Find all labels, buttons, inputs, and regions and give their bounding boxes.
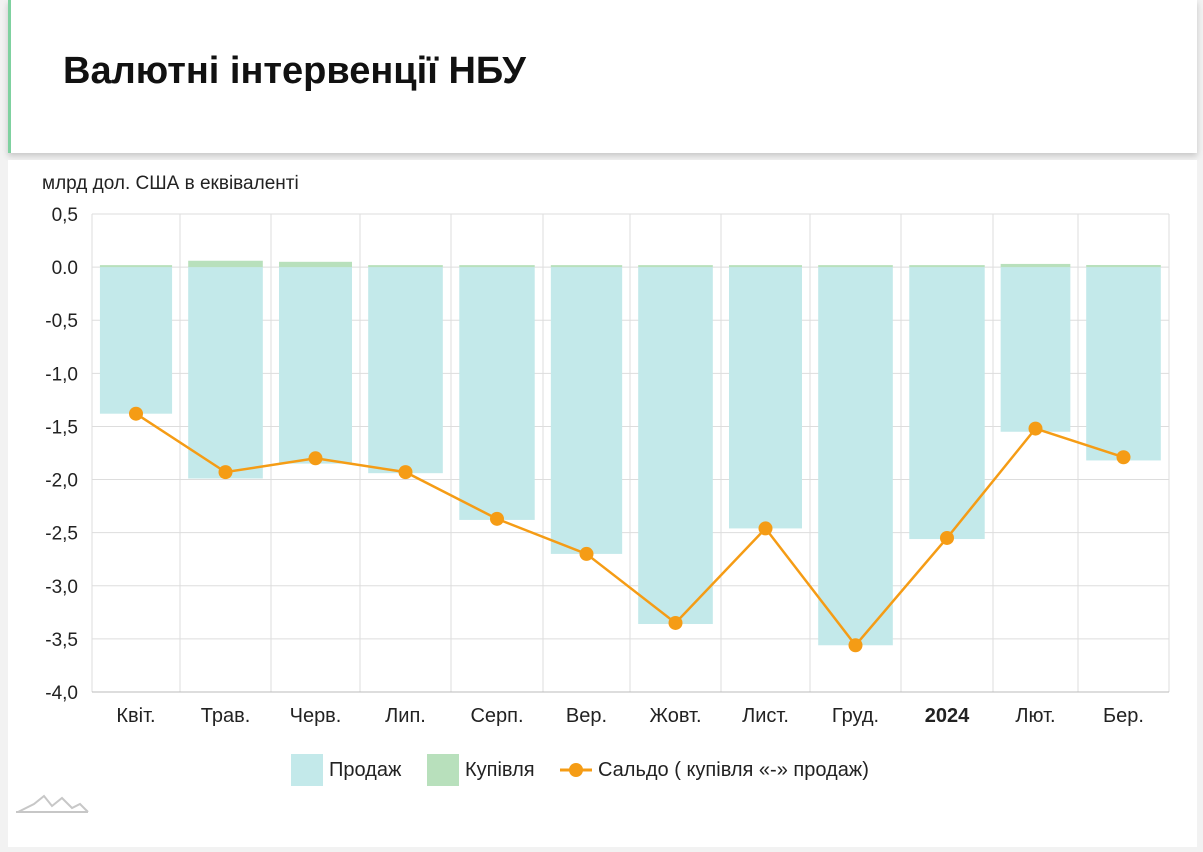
x-tick-label: Лют.	[1015, 705, 1055, 727]
sales-bar	[99, 267, 173, 414]
x-tick-label: Серп.	[470, 705, 523, 727]
balance-point	[579, 546, 594, 561]
legend: Продаж Купівля Сальдо ( купівля «-» прод…	[291, 754, 869, 786]
sales-bar	[729, 267, 802, 529]
legend-label-purchases: Купівля	[465, 759, 535, 781]
sales-bar	[1086, 267, 1161, 461]
sales-bar	[279, 267, 352, 464]
purchase-bar	[729, 265, 802, 268]
chart-svg: млрд дол. США в еквіваленті 0,5 0.0 -0,5 -1…	[16, 173, 1170, 813]
purchase-bar	[279, 261, 352, 268]
balance-point	[490, 511, 504, 526]
purchase-bars	[99, 260, 1161, 268]
chart-card: млрд дол. США в еквіваленті 0,5 0.0 -0,5 -1…	[8, 160, 1197, 847]
y-tick-label: -2,5	[45, 524, 78, 545]
brand-logo	[16, 794, 89, 813]
purchase-bar	[459, 265, 535, 268]
sales-bar	[638, 267, 713, 625]
legend-swatch-purchases	[427, 754, 459, 786]
x-tick-label: Квіт.	[116, 705, 155, 727]
sales-bar	[1000, 267, 1071, 432]
y-tick-label: -1,5	[45, 417, 78, 438]
y-tick-label: -4,0	[45, 683, 78, 704]
brand-logo-mark	[17, 794, 89, 813]
y-tick-label: 0,5	[52, 205, 78, 226]
balance-point	[940, 530, 954, 545]
balance-line	[135, 412, 1124, 648]
legend-label-sales: Продаж	[329, 759, 402, 781]
x-tick-label: Груд.	[832, 705, 879, 727]
y-tick-labels: 0,5 0.0 -0,5 -1,0 -1,5 -2,0 -2,5 -3,0 -3,5 -4,0	[45, 205, 78, 704]
y-tick-label: -0,5	[45, 311, 78, 332]
balance-point	[668, 615, 683, 630]
x-tick-label: Черв.	[290, 705, 342, 727]
purchase-bar	[1086, 264, 1161, 268]
x-tick-label: Лист.	[742, 705, 789, 727]
legend-label-balance: Сальдо ( купівля «-» продаж)	[598, 759, 869, 781]
balance-point	[1116, 450, 1131, 465]
balance-point	[308, 451, 323, 466]
page-title: Валютні інтервенції НБУ	[63, 50, 526, 92]
y-tick-label: -1,0	[45, 364, 78, 385]
balance-point	[129, 406, 143, 421]
y-tick-label: 0.0	[52, 258, 78, 279]
y-tick-label: -2,0	[45, 471, 78, 492]
purchase-bar	[368, 265, 443, 268]
legend-swatch-balance-marker	[569, 763, 583, 777]
balance-point	[218, 465, 233, 480]
sales-bar	[550, 267, 623, 554]
purchase-bar	[99, 265, 173, 268]
y-tick-label: -3,0	[45, 577, 78, 598]
purchase-bar	[909, 265, 985, 268]
balance-point	[398, 465, 413, 480]
purchase-bar	[638, 265, 713, 268]
sales-bar	[818, 267, 893, 646]
y-axis-label: млрд дол. США в еквіваленті	[42, 173, 299, 194]
purchase-bar	[1000, 263, 1071, 268]
balance-line-group	[129, 406, 1131, 653]
sales-bar	[459, 267, 535, 520]
balance-point	[758, 521, 773, 536]
y-tick-label: -3,5	[45, 630, 78, 651]
sales-bar	[909, 267, 985, 540]
chart-grid	[91, 213, 1170, 693]
header-card: Валютні інтервенції НБУ	[8, 0, 1197, 153]
x-tick-label: 2024	[925, 705, 970, 727]
legend-swatch-sales	[291, 754, 323, 786]
sales-bars	[99, 267, 1161, 646]
balance-point	[1028, 421, 1043, 436]
purchase-bar	[188, 260, 263, 268]
x-tick-label: Трав.	[201, 705, 251, 727]
x-tick-label: Жовт.	[649, 705, 701, 727]
purchase-bar	[550, 265, 623, 268]
purchase-bar	[818, 265, 893, 268]
x-tick-labels: Квіт. Трав. Черв. Лип. Серп. Вер. Жовт. Лист. Гр…	[116, 705, 1144, 727]
x-tick-label: Бер.	[1103, 705, 1144, 727]
sales-bar	[188, 267, 263, 479]
x-tick-label: Лип.	[385, 705, 426, 727]
balance-point	[848, 638, 863, 653]
x-tick-label: Вер.	[566, 705, 607, 727]
sales-bar	[368, 267, 443, 474]
